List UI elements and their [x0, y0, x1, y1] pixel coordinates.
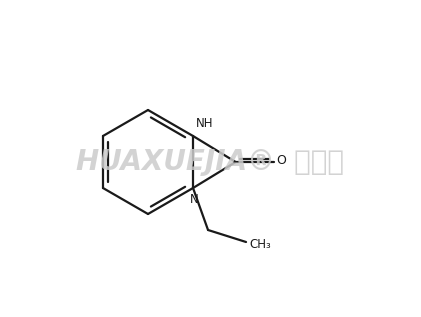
Text: NH: NH — [196, 117, 213, 130]
Text: HUAXUEJIA®  化学加: HUAXUEJIA® 化学加 — [76, 148, 344, 176]
Text: O: O — [277, 154, 287, 167]
Text: CH₃: CH₃ — [249, 237, 271, 250]
Text: N: N — [189, 193, 198, 206]
